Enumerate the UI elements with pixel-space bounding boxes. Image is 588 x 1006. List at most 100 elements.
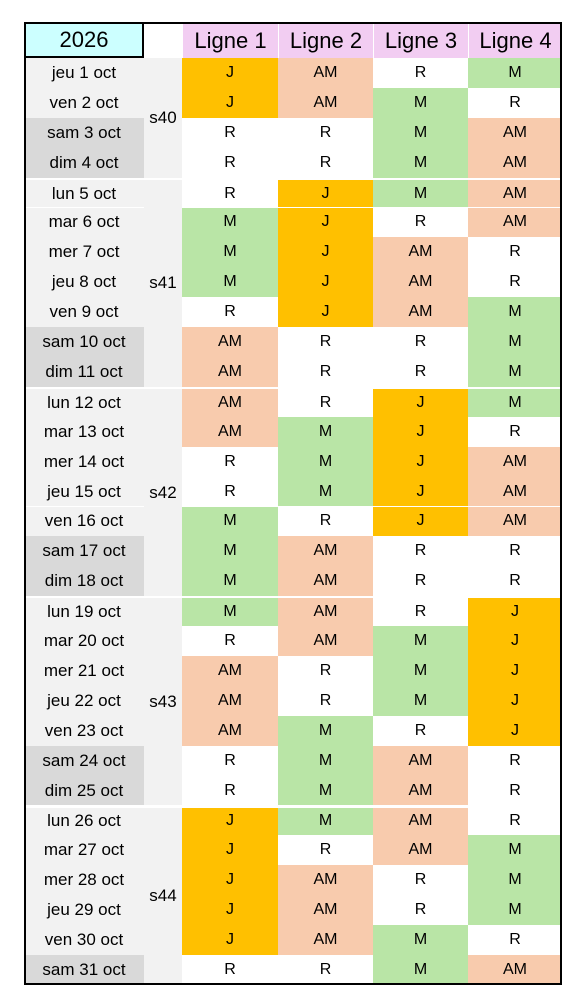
shift-cell: AM xyxy=(182,386,278,417)
shift-cell: J xyxy=(182,835,278,866)
shift-cell: M xyxy=(468,357,562,387)
date-cell: mar 6 oct xyxy=(24,207,144,238)
shift-cell: R xyxy=(468,237,562,268)
shift-cell: R xyxy=(182,955,278,985)
date-cell: jeu 22 oct xyxy=(24,685,144,716)
shift-cell: AM xyxy=(278,925,373,955)
shift-cell: R xyxy=(373,357,468,387)
shift-cell: M xyxy=(278,416,373,447)
shift-cell: R xyxy=(468,805,562,836)
shift-cell: M xyxy=(182,267,278,298)
shift-cell: M xyxy=(278,476,373,507)
shift-cell: M xyxy=(468,58,562,88)
shift-cell: M xyxy=(182,506,278,537)
week-cell: s44 xyxy=(144,805,182,985)
shift-cell: R xyxy=(182,147,278,178)
shift-cell: R xyxy=(373,536,468,567)
shift-cell: R xyxy=(278,147,373,178)
shift-cell: AM xyxy=(278,566,373,597)
shift-cell: J xyxy=(182,58,278,88)
shift-cell: AM xyxy=(278,58,373,88)
shift-cell: M xyxy=(278,745,373,776)
shift-cell: AM xyxy=(373,835,468,866)
date-cell: jeu 15 oct xyxy=(24,476,144,507)
shift-cell: AM xyxy=(182,416,278,447)
shift-cell: M xyxy=(182,566,278,597)
shift-cell: J xyxy=(278,267,373,298)
shift-cell: M xyxy=(278,446,373,477)
shift-cell: R xyxy=(182,446,278,477)
shift-cell: AM xyxy=(468,177,562,208)
shift-cell: AM xyxy=(278,865,373,896)
shift-cell: R xyxy=(373,715,468,746)
shift-cell: AM xyxy=(468,446,562,477)
shift-cell: M xyxy=(182,207,278,238)
shift-cell: M xyxy=(373,177,468,208)
date-cell: mer 7 oct xyxy=(24,237,144,268)
shift-cell: J xyxy=(182,925,278,955)
shift-cell: AM xyxy=(373,775,468,806)
shift-cell: M xyxy=(278,715,373,746)
week-cell: s41 xyxy=(144,177,182,387)
date-cell: mer 14 oct xyxy=(24,446,144,477)
date-cell: sam 31 oct xyxy=(24,955,144,985)
shift-cell: J xyxy=(373,416,468,447)
shift-cell: M xyxy=(373,656,468,686)
date-cell: dim 4 oct xyxy=(24,147,144,178)
shift-cell: R xyxy=(278,835,373,866)
date-cell: mer 28 oct xyxy=(24,865,144,896)
date-cell: ven 2 oct xyxy=(24,87,144,118)
shift-cell: M xyxy=(182,536,278,567)
header-blank xyxy=(144,22,182,58)
shift-cell: J xyxy=(182,895,278,926)
shift-cell: R xyxy=(373,207,468,238)
shift-cell: R xyxy=(278,506,373,537)
date-cell: dim 11 oct xyxy=(24,357,144,387)
date-cell: dim 18 oct xyxy=(24,566,144,597)
date-cell: ven 30 oct xyxy=(24,925,144,955)
shift-cell: J xyxy=(373,476,468,507)
shift-cell: R xyxy=(182,177,278,208)
shift-cell: AM xyxy=(373,745,468,776)
date-cell: mar 20 oct xyxy=(24,626,144,656)
shift-cell: AM xyxy=(373,267,468,298)
shift-cell: R xyxy=(182,476,278,507)
shift-cell: J xyxy=(468,626,562,656)
shift-cell: AM xyxy=(373,805,468,836)
shift-cell: M xyxy=(373,955,468,985)
shift-cell: R xyxy=(468,745,562,776)
shift-cell: R xyxy=(468,925,562,955)
shift-cell: J xyxy=(373,506,468,537)
shift-cell: AM xyxy=(468,476,562,507)
shift-cell: AM xyxy=(468,506,562,537)
shift-cell: R xyxy=(468,87,562,118)
shift-cell: AM xyxy=(182,327,278,357)
date-cell: mar 27 oct xyxy=(24,835,144,866)
shift-cell: R xyxy=(373,596,468,627)
shift-cell: AM xyxy=(278,536,373,567)
shift-cell: R xyxy=(373,58,468,88)
shift-cell: M xyxy=(373,117,468,148)
shift-cell: R xyxy=(182,745,278,776)
date-cell: sam 24 oct xyxy=(24,745,144,776)
week-cell: s43 xyxy=(144,596,182,806)
line-header: Ligne 3 xyxy=(373,22,468,58)
line-header: Ligne 4 xyxy=(468,22,562,58)
shift-cell: J xyxy=(278,177,373,208)
date-cell: mer 21 oct xyxy=(24,656,144,686)
shift-cell: R xyxy=(278,327,373,357)
shift-cell: AM xyxy=(278,87,373,118)
shift-cell: R xyxy=(182,117,278,148)
shift-cell: AM xyxy=(278,895,373,926)
shift-cell: M xyxy=(373,87,468,118)
shift-cell: R xyxy=(373,895,468,926)
shift-cell: M xyxy=(468,835,562,866)
shift-cell: M xyxy=(468,895,562,926)
date-cell: lun 5 oct xyxy=(24,177,144,208)
shift-cell: AM xyxy=(182,357,278,387)
shift-cell: R xyxy=(468,267,562,298)
shift-cell: R xyxy=(278,656,373,686)
shift-cell: J xyxy=(182,865,278,896)
line-header: Ligne 2 xyxy=(278,22,373,58)
